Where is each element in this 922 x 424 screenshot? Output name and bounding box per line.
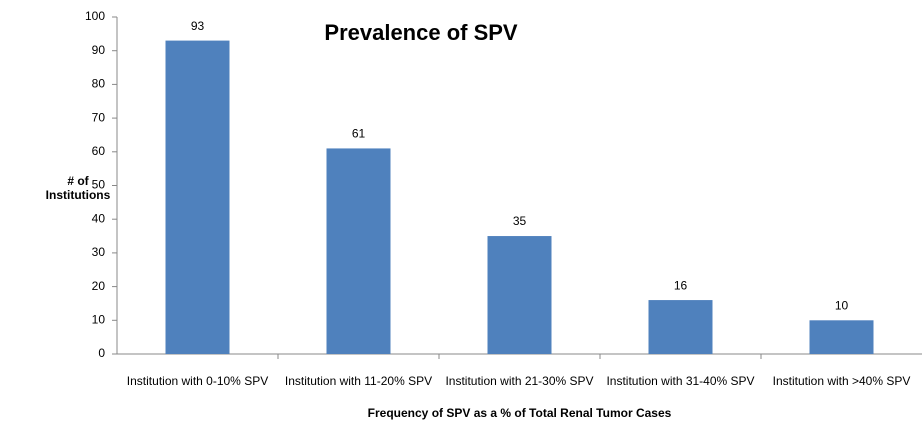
- y-tick-label: 80: [92, 77, 106, 91]
- y-tick-label: 60: [92, 144, 106, 158]
- data-label: 93: [191, 19, 205, 33]
- bar: [809, 320, 874, 354]
- data-label: 10: [835, 298, 849, 312]
- y-tick-label: 40: [92, 211, 106, 225]
- y-tick-label: 20: [92, 279, 106, 293]
- data-label: 61: [352, 127, 366, 141]
- y-tick-label: 10: [92, 312, 106, 326]
- data-label: 16: [674, 278, 688, 292]
- y-tick-label: 90: [92, 43, 106, 57]
- x-tick-label: Institution with 31-40% SPV: [606, 374, 755, 388]
- bar: [165, 40, 230, 355]
- x-tick-label: Institution with 0-10% SPV: [126, 374, 269, 388]
- bar: [487, 236, 552, 354]
- x-tick-label: Institution with 11-20% SPV: [284, 374, 433, 388]
- x-axis-label: Frequency of SPV as a % of Total Renal T…: [367, 406, 672, 420]
- chart-title: Prevalence of SPV: [324, 20, 518, 45]
- y-tick-label: 0: [98, 346, 105, 360]
- y-tick-label: 30: [92, 245, 106, 259]
- y-tick-label: 50: [92, 178, 106, 192]
- bar: [326, 148, 391, 354]
- y-tick-label: 70: [92, 110, 106, 124]
- data-label: 35: [513, 214, 527, 228]
- y-tick-label: 100: [85, 9, 105, 23]
- y-axis-label: # of Institutions: [45, 174, 111, 202]
- bar: [648, 300, 713, 354]
- x-tick-label: Institution with 21-30% SPV: [445, 374, 594, 388]
- x-tick-label: Institution with >40% SPV: [772, 374, 911, 388]
